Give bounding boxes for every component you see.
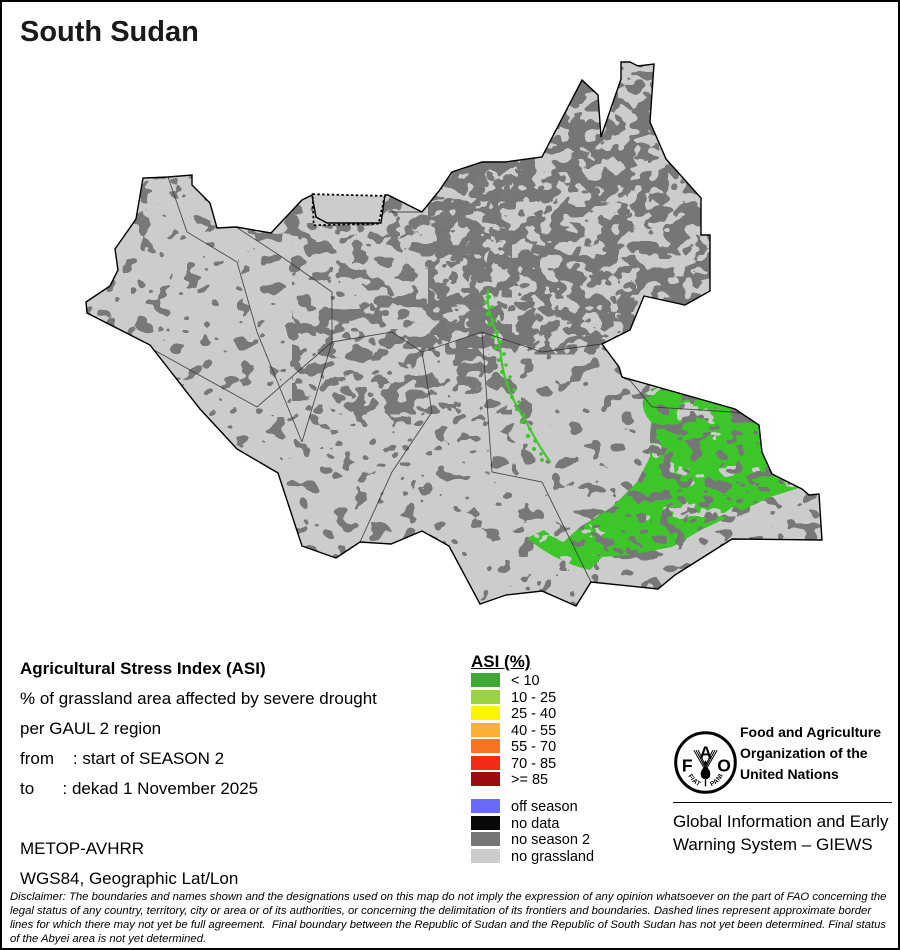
svg-text:O: O [717, 756, 731, 776]
svg-text:F: F [682, 756, 693, 776]
